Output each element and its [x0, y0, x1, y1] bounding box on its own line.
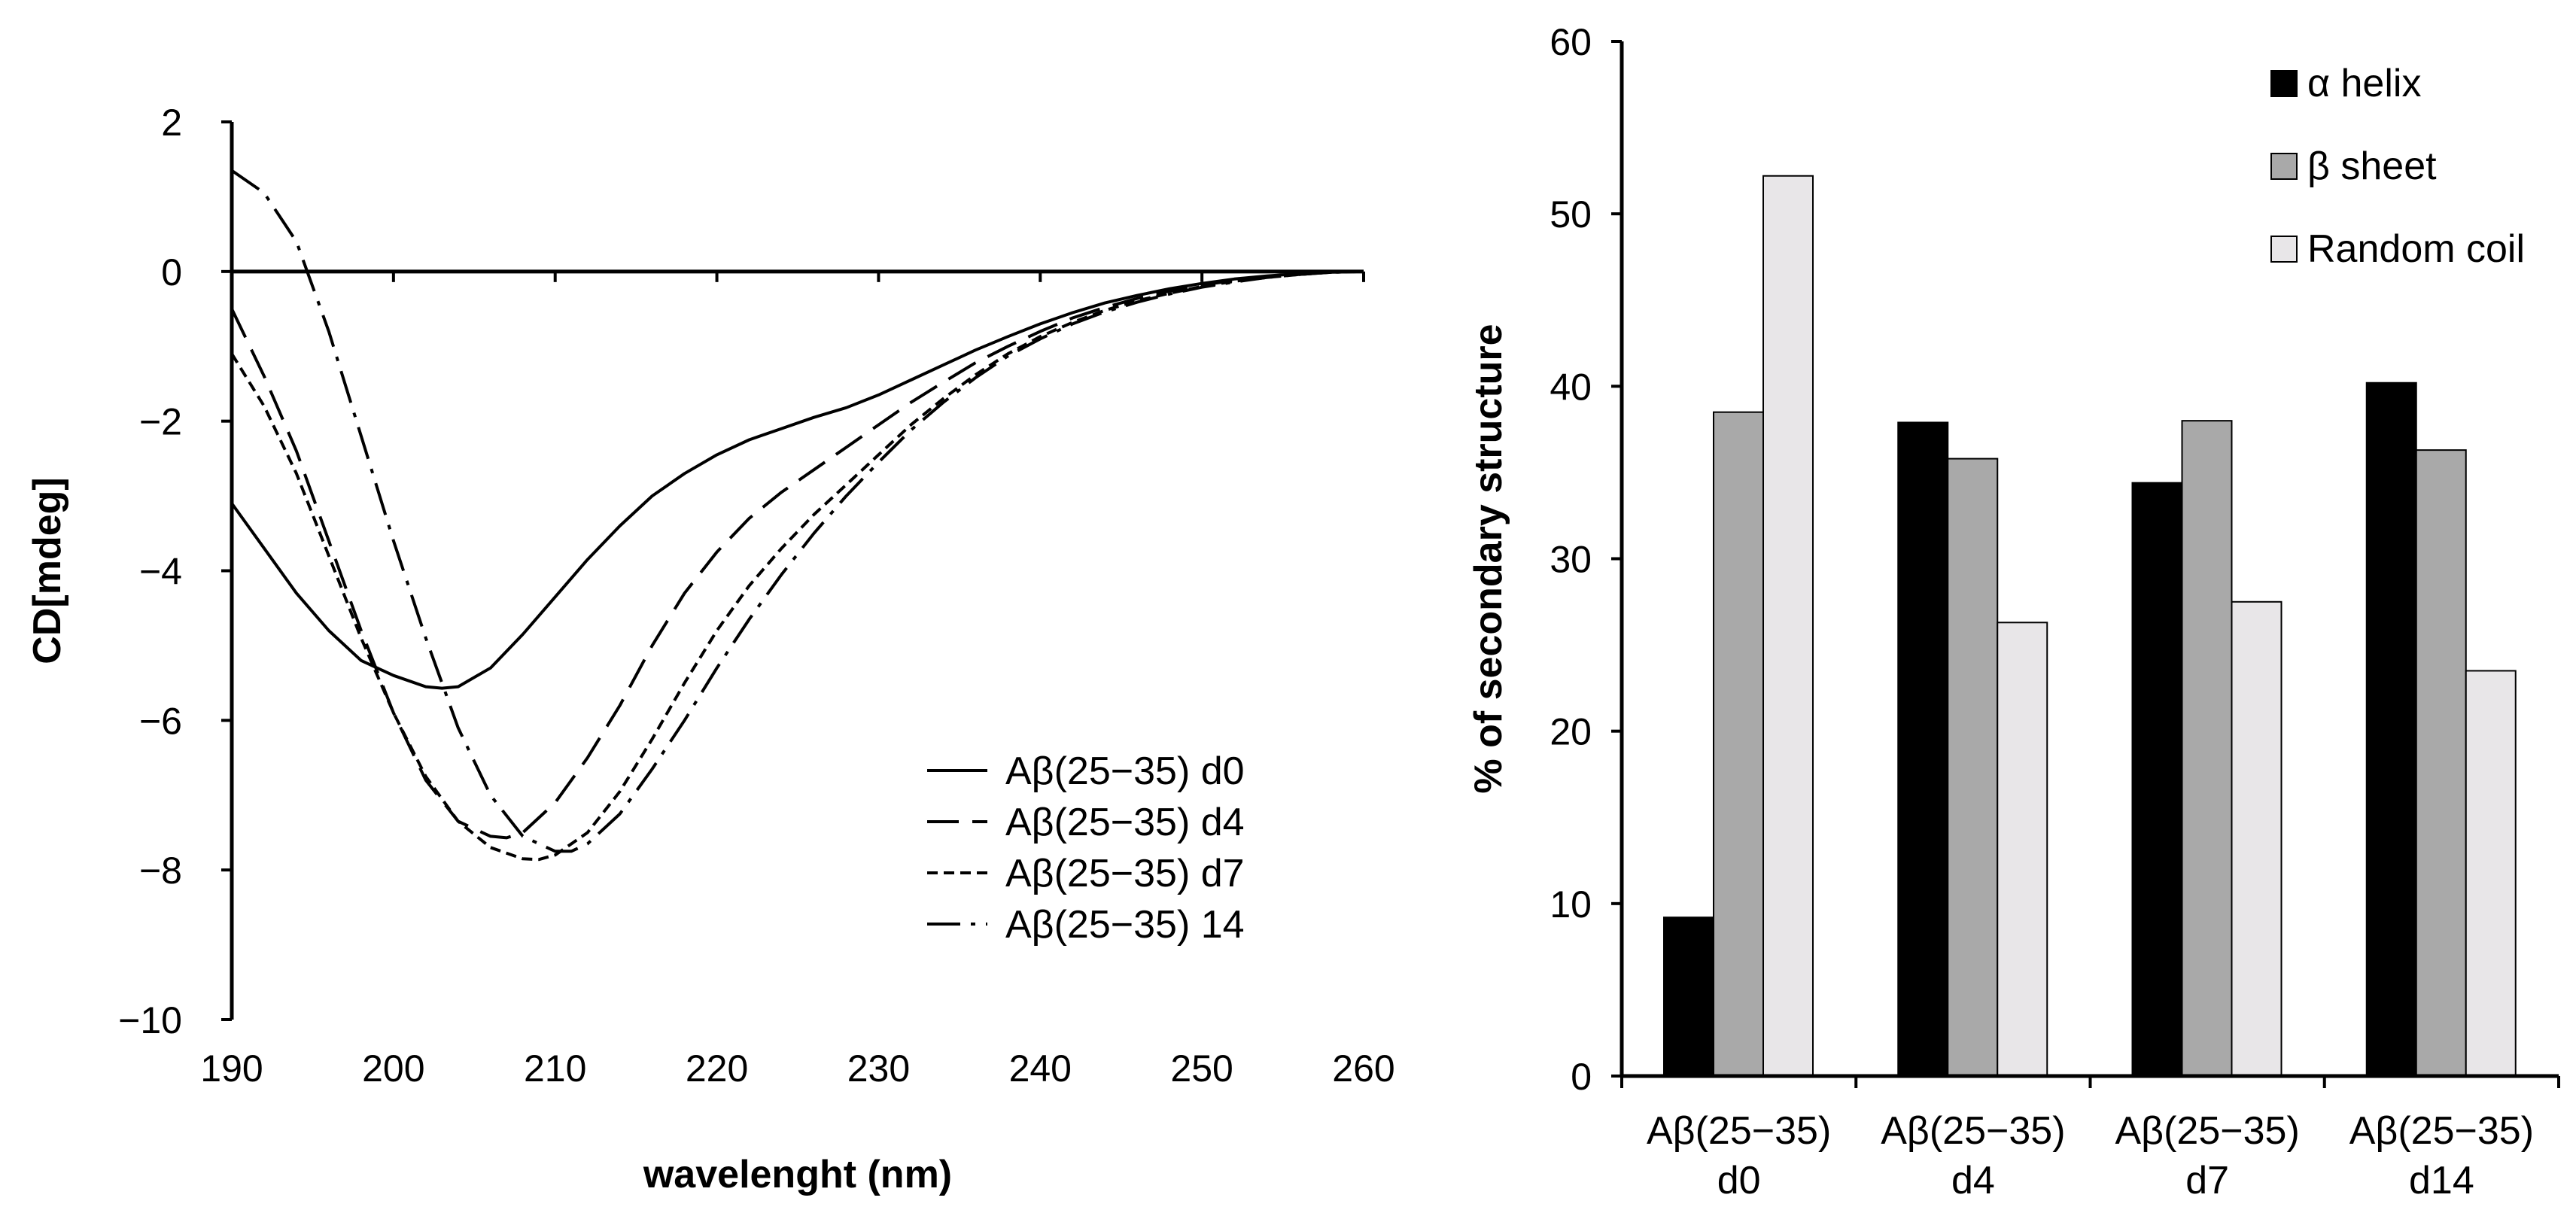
cd-x-ticks: 190 200 210 220 230 240 250 260 [200, 271, 1395, 1090]
cd-legend: Aβ(25−35) d0 Aβ(25−35) d4 Aβ(25−35) d7 Aβ(2… [927, 749, 1245, 947]
cd-x-tick-label: 190 [200, 1047, 263, 1090]
bar-helix [2131, 482, 2183, 1077]
bar-y-tick-label: 10 [1550, 883, 1592, 926]
bar-y-ticks: 60 50 40 30 20 10 0 [1550, 21, 1622, 1098]
bar-category-label: d7 [2185, 1159, 2229, 1202]
bar-category-label: d0 [1717, 1159, 1761, 1202]
bar-sheet [2181, 420, 2233, 1077]
cd-series-line [230, 269, 1364, 840]
bar-category-label: d14 [2409, 1159, 2474, 1202]
bar-category-label: Aβ(25−35) [2349, 1109, 2534, 1153]
cd-legend-label: Aβ(25−35) d7 [1005, 852, 1245, 895]
bar-legend-label: Random coil [2307, 227, 2525, 271]
bar-y-tick-label: 40 [1550, 366, 1592, 408]
cd-x-axis-title: wavelenght (nm) [643, 1153, 952, 1196]
cd-y-tick-label: 0 [161, 251, 182, 293]
bar-legend-swatch [2270, 70, 2298, 97]
bar-y-tick-label: 0 [1571, 1056, 1592, 1098]
bar-y-tick-label: 30 [1550, 539, 1592, 581]
bar-random-coil [1762, 175, 1814, 1077]
cd-x-tick-label: 260 [1332, 1047, 1394, 1090]
cd-y-tick-label: 2 [161, 102, 182, 144]
bar-helix [2365, 382, 2417, 1077]
bar-y-axis-title: % of secondary structure [1467, 324, 1510, 793]
cd-x-tick-label: 240 [1009, 1047, 1072, 1090]
cd-spectrum-chart: 2 0 −2 −4 −6 −8 −10 190 200 210 220 230 240 250 260 C… [26, 102, 1395, 1196]
cd-legend-label: Aβ(25−35) 14 [1005, 903, 1245, 947]
bar-helix [1897, 421, 1949, 1077]
cd-y-tick-label: −2 [139, 401, 182, 443]
bar-legend-swatch [2270, 236, 2298, 263]
cd-y-axis-title: CD[mdeg] [26, 477, 69, 664]
cd-series [230, 169, 1364, 862]
bar-random-coil [1997, 622, 2048, 1077]
bar-helix [1663, 917, 1714, 1077]
bar-legend-swatch [2270, 153, 2298, 180]
bar-sheet [1947, 458, 1999, 1077]
bar-y-tick-label: 20 [1550, 711, 1592, 753]
cd-x-tick-label: 230 [847, 1047, 910, 1090]
cd-legend-label: Aβ(25−35) d4 [1005, 801, 1245, 844]
bar-y-tick-label: 50 [1550, 193, 1592, 236]
cd-series-line [230, 269, 1364, 862]
bar-legend-label: α helix [2307, 62, 2421, 105]
cd-legend-label: Aβ(25−35) d0 [1005, 749, 1245, 793]
bar-sheet [1713, 411, 1764, 1077]
cd-series-line [230, 169, 1364, 853]
cd-series-line [230, 269, 1364, 690]
bar-legend: α helix β sheet Random coil [2270, 62, 2525, 271]
bar-legend-label: β sheet [2307, 144, 2437, 188]
cd-x-tick-label: 220 [686, 1047, 748, 1090]
cd-y-tick-label: −4 [139, 551, 182, 593]
bar-category-label: Aβ(25−35) [1647, 1109, 1831, 1153]
bar-category-labels: Aβ(25−35) d0 Aβ(25−35) d4 Aβ(25−35) d7 Aβ(25−3… [1620, 1076, 2560, 1202]
bar-sheet [2415, 449, 2467, 1077]
bar-marks [1663, 175, 2517, 1077]
cd-x-tick-label: 250 [1170, 1047, 1233, 1090]
bar-category-label: Aβ(25−35) [2115, 1109, 2299, 1153]
cd-y-ticks: 2 0 −2 −4 −6 −8 −10 [118, 102, 232, 1041]
cd-y-tick-label: −10 [118, 999, 182, 1041]
bar-category-label: d4 [1951, 1159, 1995, 1202]
bar-random-coil [2231, 600, 2283, 1077]
cd-y-tick-label: −6 [139, 700, 182, 742]
cd-x-tick-label: 200 [362, 1047, 424, 1090]
bar-y-tick-label: 60 [1550, 21, 1592, 63]
bar-random-coil [2465, 670, 2517, 1077]
cd-x-tick-label: 210 [524, 1047, 586, 1090]
cd-y-tick-label: −8 [139, 850, 182, 892]
bar-category-label: Aβ(25−35) [1881, 1109, 2065, 1153]
